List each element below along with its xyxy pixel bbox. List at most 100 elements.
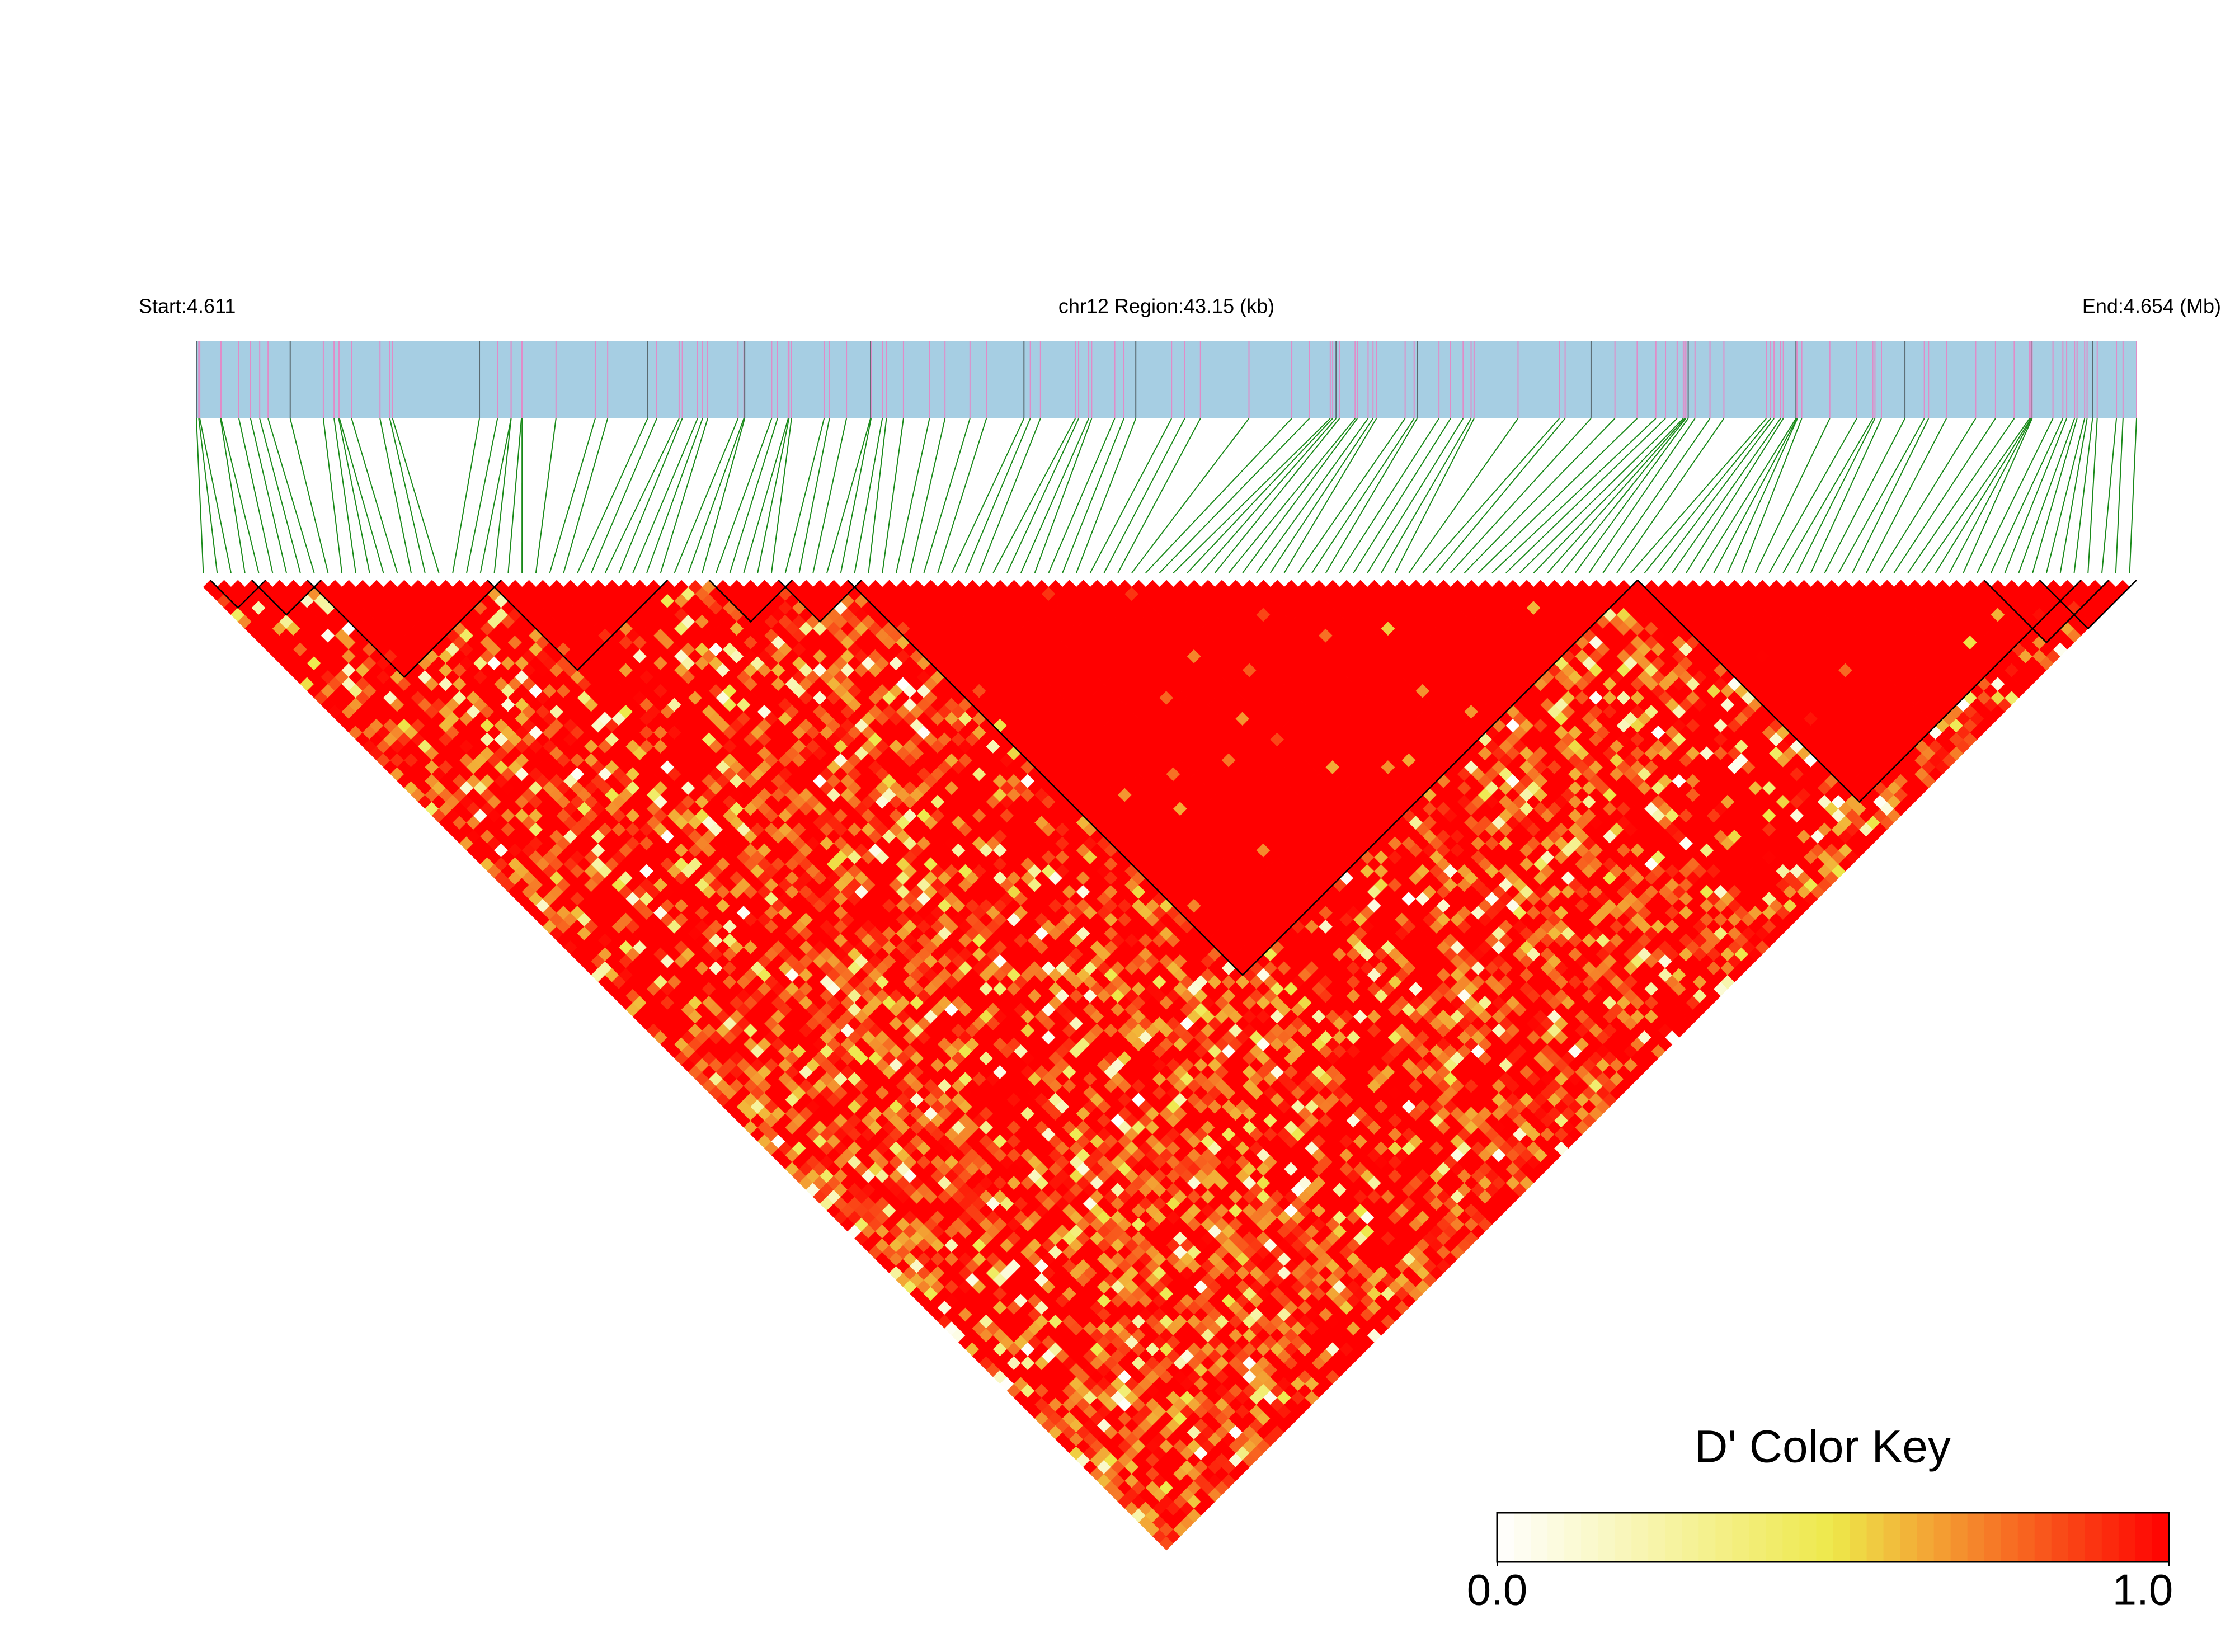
snp-connector (1131, 418, 1250, 573)
snp-connector (1935, 418, 2032, 573)
snp-connector (1103, 418, 1185, 573)
snp-connector (591, 418, 657, 573)
snp-connector (577, 418, 648, 573)
snp-connector (868, 418, 887, 573)
snp-connector (604, 418, 680, 573)
start-label: Start:4.611 (139, 295, 236, 318)
snp-connector (238, 418, 274, 573)
snp-connector (951, 418, 1025, 573)
snp-connector (1020, 418, 1089, 573)
snp-connector (2087, 418, 2098, 573)
snp-connector (895, 418, 930, 573)
snp-connector (1893, 418, 1996, 573)
snp-connector (1561, 418, 1687, 573)
snp-connector (632, 418, 698, 573)
snp-connector (1214, 418, 1340, 573)
snp-connector (1408, 418, 1519, 573)
snp-connector (389, 418, 426, 573)
snp-connector (1796, 418, 1876, 573)
snp-connector (250, 418, 287, 573)
snp-connector (289, 418, 329, 573)
snp-connector (1325, 418, 1418, 573)
snp-connector (1048, 418, 1116, 573)
snp-connector (1977, 418, 2054, 573)
snp-connector (1519, 418, 1678, 573)
snp-connector (1339, 418, 1439, 573)
snp-connector (1311, 418, 1415, 573)
region-label: chr12 Region:43.15 (kb) (1058, 295, 1274, 318)
snp-connector (1422, 418, 1560, 573)
snp-connector (1089, 418, 1173, 573)
snp-connector (1283, 418, 1377, 573)
snp-connector (1616, 418, 1725, 573)
snp-connector (452, 418, 481, 573)
snp-connector (1672, 418, 1781, 573)
snp-connector (466, 418, 498, 573)
snp-connector (1602, 418, 1711, 573)
snp-connector (1879, 418, 1977, 573)
snp-connector (1297, 418, 1406, 573)
snp-connector (2073, 418, 2093, 573)
snp-connector (826, 418, 871, 573)
snp-connector (978, 418, 1041, 573)
snp-connector (1505, 418, 1666, 573)
snp-connector (618, 418, 683, 573)
snp-connector (1159, 418, 1310, 573)
snp-connector (1838, 418, 1925, 573)
snp-connector (379, 418, 412, 573)
snp-connector (840, 418, 872, 573)
snp-connector (660, 418, 708, 573)
snp-connector (1588, 418, 1696, 573)
snp-connector (2032, 418, 2078, 573)
snp-connector (1630, 418, 1767, 573)
snp-connector (1921, 418, 2030, 573)
snp-connector (937, 418, 987, 573)
snp-connector (535, 418, 557, 573)
snp-connector (1117, 418, 1201, 573)
snp-connector (882, 418, 904, 573)
snp-connector (196, 418, 204, 573)
snp-connector (1353, 418, 1451, 573)
snp-connector (2129, 418, 2137, 573)
snp-connector (784, 418, 825, 573)
snp-connector (1866, 418, 1947, 573)
end-label: End:4.654 (Mb) (2082, 295, 2221, 318)
snp-connector (1574, 418, 1689, 573)
snp-connector (1076, 418, 1137, 573)
snp-connector (743, 418, 789, 573)
snp-connector (333, 418, 356, 573)
snp-connector (351, 418, 398, 573)
snp-connector (1491, 418, 1657, 573)
snp-connector (479, 418, 512, 573)
snp-connector (1907, 418, 2015, 573)
snp-connector (1644, 418, 1771, 573)
snp-connector (1754, 418, 1831, 573)
snp-connector (1810, 418, 1882, 573)
snp-connector (1450, 418, 1592, 573)
snp-connector (1464, 418, 1616, 573)
snp-connector (1824, 418, 1905, 573)
snp-connector (199, 418, 232, 573)
snp-connector (1533, 418, 1684, 573)
snp-connector (2046, 418, 2086, 573)
snp-connector (1228, 418, 1356, 573)
snp-connector (992, 418, 1076, 573)
snp-connector (1478, 418, 1638, 573)
snp-connector (2059, 418, 2088, 573)
snp-connector (1269, 418, 1374, 573)
snp-connector (1741, 418, 1803, 573)
snp-connector (1062, 418, 1124, 573)
snp-connector (507, 418, 523, 573)
snp-connector (1006, 418, 1079, 573)
snp-connector (1990, 418, 2064, 573)
snp-connector (322, 418, 343, 573)
snp-connector (1367, 418, 1464, 573)
snp-connector (338, 418, 370, 573)
snp-connector (1768, 418, 1857, 573)
snp-connector (2101, 418, 2118, 573)
snp-connector (338, 418, 384, 573)
snp-connector (220, 418, 246, 573)
snp-connector (1173, 418, 1331, 573)
snp-connector (1201, 418, 1337, 573)
